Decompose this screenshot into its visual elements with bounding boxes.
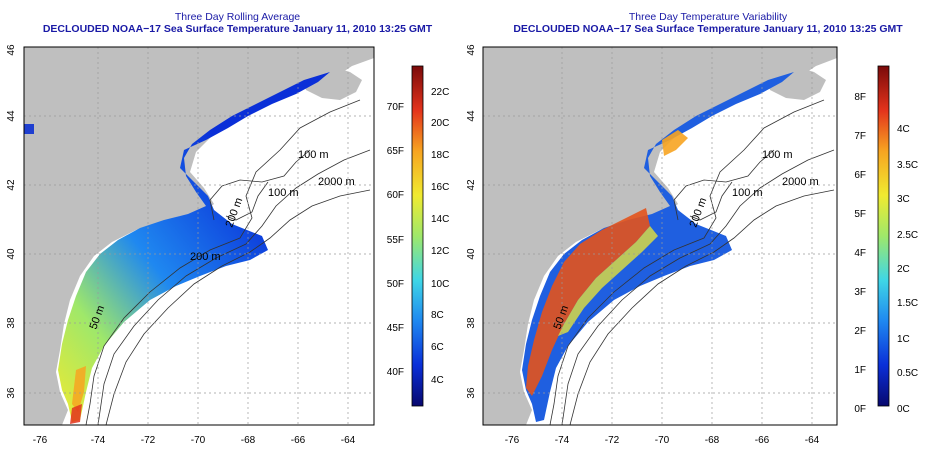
colorbar-f-label: 4F	[854, 248, 866, 259]
colorbar-f-label: 50F	[387, 279, 404, 290]
colorbar-c-label: 0C	[897, 404, 910, 415]
x-tick-label: -76	[505, 435, 520, 446]
right-panel: Three Day Temperature Variability DECLOU…	[466, 0, 950, 475]
colorbar-f-label: 6F	[854, 170, 866, 181]
x-tick-label: -64	[341, 435, 356, 446]
land-mass-east	[764, 66, 826, 100]
x-tick-label: -68	[241, 435, 256, 446]
x-tick-label: -72	[605, 435, 620, 446]
colorbar-c-label: 20C	[431, 118, 449, 129]
colorbar-f-label: 60F	[387, 190, 404, 201]
colorbar-f-label: 65F	[387, 146, 404, 157]
colorbar	[877, 65, 890, 407]
colorbar-c-label: 12C	[431, 246, 449, 257]
y-tick-label: 38	[6, 317, 17, 329]
y-tick-label: 40	[6, 248, 17, 260]
colorbar-c-label: 18C	[431, 150, 449, 161]
colorbar-c-label: 10C	[431, 279, 449, 290]
colorbar-f-label: 0F	[854, 404, 866, 415]
contour-label: 100 m	[298, 149, 329, 161]
x-tick-label: -64	[805, 435, 820, 446]
map-frame	[482, 46, 838, 426]
bathymetry-contours	[85, 99, 371, 425]
x-tick-label: -70	[655, 435, 670, 446]
x-tick-label: -74	[555, 435, 570, 446]
data-gap	[24, 124, 34, 134]
y-tick-label: 46	[466, 44, 477, 56]
land-mass-east	[300, 66, 362, 100]
colorbar-f-label: 70F	[387, 102, 404, 113]
x-tick-label: -66	[291, 435, 306, 446]
x-tick-label: -70	[191, 435, 206, 446]
colorbar-c-label: 16C	[431, 182, 449, 193]
contour-label: 2000 m	[782, 176, 819, 188]
x-tick-label: -72	[141, 435, 156, 446]
left-title: Three Day Rolling Average	[174, 11, 301, 23]
high-variability-band	[526, 208, 650, 396]
warm-patch	[70, 404, 82, 424]
y-tick-label: 36	[6, 387, 17, 399]
y-tick-label: 38	[466, 317, 477, 329]
colorbar-c-label: 2.5C	[897, 230, 918, 241]
right-map-figure: 100 m 2000 m 100 m 200 m 50 m -76 -74 -7…	[466, 44, 918, 446]
warm-patch	[72, 366, 86, 412]
land-mass	[483, 47, 837, 425]
y-tick-label: 42	[466, 179, 477, 191]
right-title: Three Day Temperature Variability	[628, 11, 788, 23]
colorbar-c-label: 4C	[431, 375, 444, 386]
colorbar-c-label: 8C	[431, 310, 444, 321]
x-tick-label: -68	[705, 435, 720, 446]
colorbar-c-label: 4C	[897, 124, 910, 135]
left-panel: Three Day Rolling Average DECLOUDED NOAA…	[6, 11, 449, 446]
colorbar-c-label: 14C	[431, 214, 449, 225]
colorbar-f-label: 55F	[387, 235, 404, 246]
colorbar-f-label: 1F	[854, 365, 866, 376]
colorbar-c-label: 3.5C	[897, 160, 918, 171]
left-map-figure: 100 m 2000 m 100 m 200 m 200 m 50 m -76 …	[6, 44, 449, 446]
bathymetry-contours	[549, 99, 835, 425]
right-subtitle: DECLOUDED NOAA−17 Sea Surface Temperatur…	[513, 23, 903, 35]
colorbar-c-label: 2C	[897, 264, 910, 275]
left-subtitle: DECLOUDED NOAA−17 Sea Surface Temperatur…	[42, 23, 433, 35]
colorbar-c-label: 1C	[897, 334, 910, 345]
colorbar	[411, 65, 424, 407]
contour-label: 100 m	[732, 187, 763, 199]
colorbar-c-label: 22C	[431, 87, 449, 98]
x-tick-label: -76	[33, 435, 48, 446]
colorbar-f-label: 45F	[387, 323, 404, 334]
colorbar-f-label: 40F	[387, 367, 404, 378]
contour-label: 200 m	[190, 251, 221, 263]
y-tick-label: 46	[6, 44, 17, 56]
contour-label: 100 m	[762, 149, 793, 161]
colorbar-f-label: 8F	[854, 92, 866, 103]
graticule	[24, 47, 374, 425]
colorbar-c-label: 1.5C	[897, 298, 918, 309]
medium-variability-band	[558, 226, 658, 336]
colorbar-c-label: 0.5C	[897, 368, 918, 379]
x-tick-label: -66	[755, 435, 770, 446]
land-mass	[24, 47, 374, 425]
y-tick-label: 42	[6, 179, 17, 191]
graticule	[483, 47, 837, 425]
x-tick-label: -74	[91, 435, 106, 446]
y-tick-label: 36	[466, 387, 477, 399]
y-tick-label: 44	[6, 110, 17, 122]
high-variability-patch	[662, 130, 688, 156]
colorbar-f-label: 2F	[854, 326, 866, 337]
colorbar-c-label: 6C	[431, 342, 444, 353]
variability-swath	[522, 72, 794, 422]
map-frame	[23, 46, 375, 426]
sst-swath	[58, 72, 330, 422]
colorbar-f-label: 3F	[854, 287, 866, 298]
colorbar-f-label: 7F	[854, 131, 866, 142]
colorbar-c-label: 3C	[897, 194, 910, 205]
y-tick-label: 40	[466, 248, 477, 260]
y-tick-label: 44	[466, 110, 477, 122]
colorbar-f-label: 5F	[854, 209, 866, 220]
contour-label: 100 m	[268, 187, 299, 199]
contour-label: 2000 m	[318, 176, 355, 188]
